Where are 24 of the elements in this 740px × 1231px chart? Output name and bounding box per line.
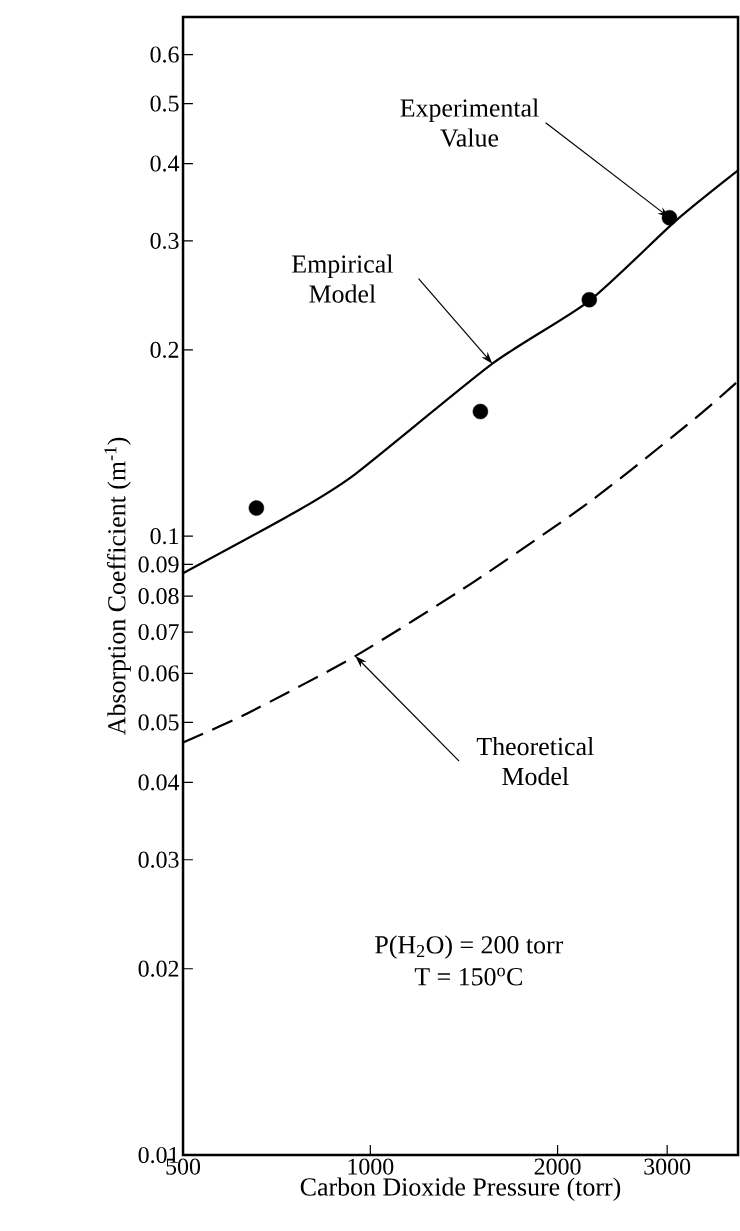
x-axis-title: Carbon Dioxide Pressure (torr) <box>300 1177 621 1201</box>
x-tick-label: 2000 <box>534 1158 581 1175</box>
y-tick-label: 0.03 <box>138 851 179 868</box>
x-tick-label: 3000 <box>644 1158 691 1175</box>
y-tick-label: 0.02 <box>138 960 179 977</box>
y-tick-label: 0.3 <box>150 232 179 249</box>
y-tick-label: 0.04 <box>138 774 180 791</box>
y-tick-label: 0.08 <box>138 587 179 605</box>
annotation: Experimental Value <box>400 98 539 147</box>
y-tick-label: 0.5 <box>150 95 179 112</box>
x-tick-label: 1000 <box>348 1158 394 1175</box>
y-tick-label: 0.4 <box>150 155 180 172</box>
y-tick-label: 0.09 <box>138 556 179 573</box>
y-tick-label: 0.05 <box>138 714 179 731</box>
y-tick-label: 0.6 <box>150 46 179 63</box>
annotation: Empirical Model <box>292 254 393 303</box>
annotation: P(H$_{2}$O) = 200 torr <box>375 935 564 959</box>
annotation: Theoretical Model <box>476 737 594 786</box>
y-tick-label: 0.1 <box>150 528 179 545</box>
y-tick-label: 0.07 <box>138 623 179 641</box>
y-tick-label: 0.06 <box>138 665 179 682</box>
y-tick-label: 0.2 <box>150 341 179 358</box>
annotation: T = 150$^{o}$C <box>414 967 522 986</box>
y-axis-title: Absorption Coefficient (m$^{-1}$) <box>104 437 131 736</box>
